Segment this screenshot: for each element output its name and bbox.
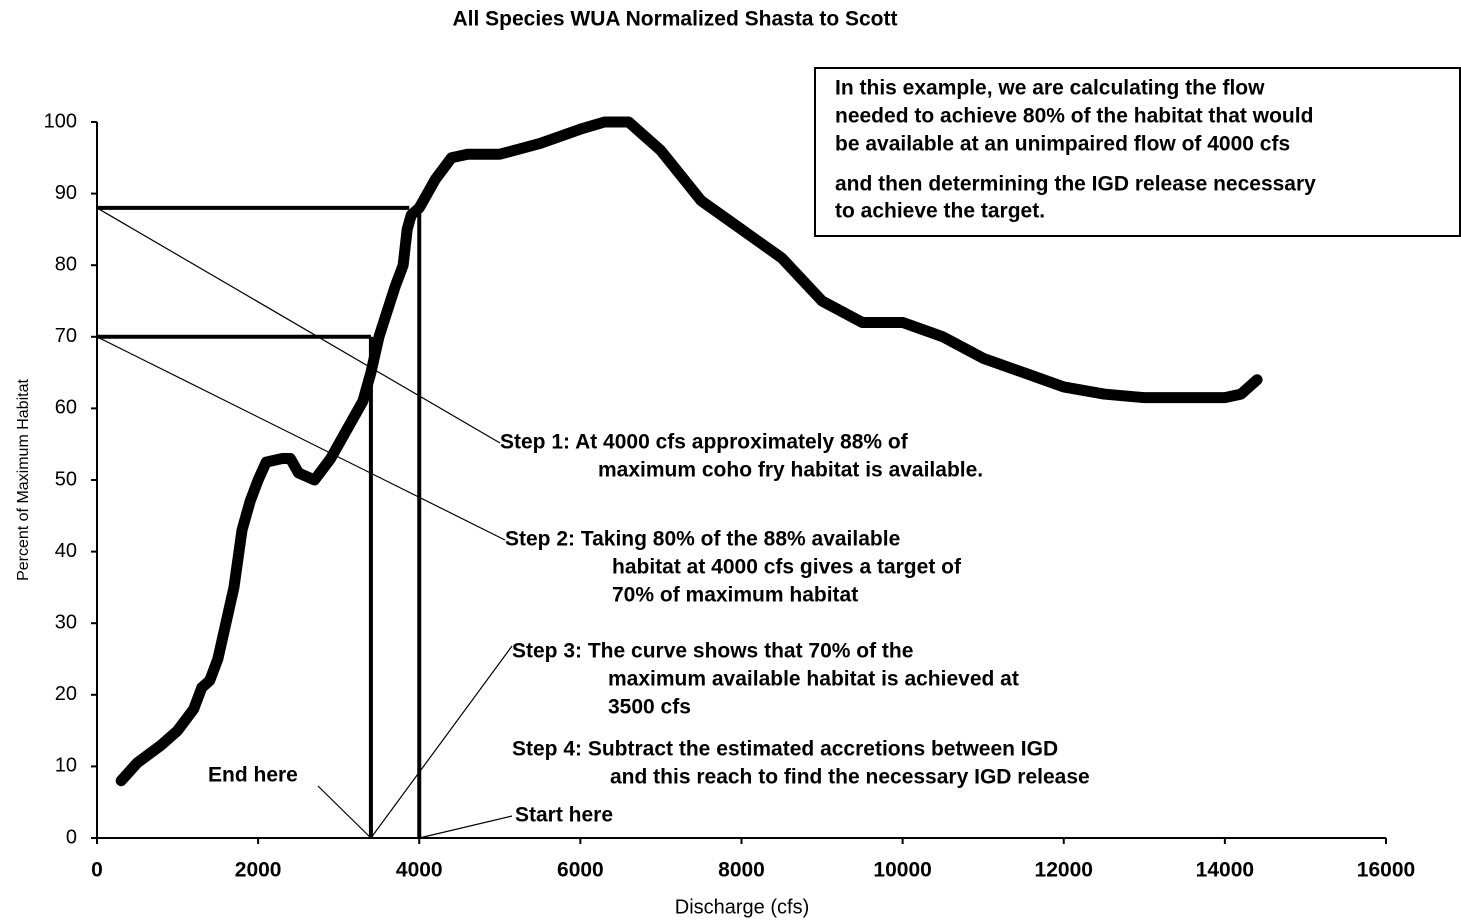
y-tick-label: 50 (55, 468, 77, 490)
y-tick-label: 40 (55, 540, 77, 562)
y-axis-label: Percent of Maximum Habitat (15, 379, 32, 581)
x-tick-label: 8000 (718, 859, 765, 882)
y-tick-label: 90 (55, 182, 77, 204)
note-text: In this example, we are calculating the … (835, 77, 1265, 100)
note-text: needed to achieve 80% of the habitat tha… (835, 105, 1313, 128)
y-tick-label: 20 (55, 683, 77, 705)
leader-line (317, 785, 372, 839)
x-tick-label: 4000 (396, 859, 443, 882)
x-tick-label: 16000 (1357, 859, 1415, 882)
annotation-text: Step 3: The curve shows that 70% of the (512, 640, 913, 663)
y-tick-label: 10 (55, 755, 77, 777)
annotation-text: Step 1: At 4000 cfs approximately 88% of (500, 431, 909, 454)
annotation-text: habitat at 4000 cfs gives a target of (612, 556, 962, 579)
chart-title: All Species WUA Normalized Shasta to Sco… (453, 8, 898, 31)
y-tick-label: 30 (55, 611, 77, 633)
y-tick-label: 100 (44, 110, 77, 132)
annotation-text: and this reach to find the necessary IGD… (610, 766, 1090, 789)
note-box (814, 67, 1461, 237)
y-tick-label: 0 (66, 826, 77, 848)
annotation-text: 70% of maximum habitat (612, 584, 858, 607)
x-tick-label: 6000 (557, 859, 604, 882)
y-tick-label: 80 (55, 253, 77, 275)
leader-line (96, 207, 501, 444)
annotation-text: Step 2: Taking 80% of the 88% available (505, 528, 900, 551)
annotation-text: Step 4: Subtract the estimated accretion… (512, 738, 1058, 761)
x-tick-label: 0 (91, 859, 103, 882)
note-text: to achieve the target. (835, 200, 1045, 223)
x-axis-label: Discharge (cfs) (675, 896, 809, 918)
x-tick-label: 14000 (1196, 859, 1254, 882)
annotation-text: maximum coho fry habitat is available. (598, 459, 983, 482)
leader-line (419, 815, 513, 839)
y-tick-label: 70 (55, 325, 77, 347)
y-tick-label: 60 (55, 397, 77, 419)
x-tick-label: 2000 (235, 859, 282, 882)
x-tick-label: 12000 (1035, 859, 1093, 882)
annotation-text: maximum available habitat is achieved at (608, 668, 1019, 691)
end-label: End here (208, 764, 298, 787)
data-line (115, 116, 1263, 787)
note-text: be available at an unimpaired flow of 40… (835, 133, 1290, 156)
annotation-text: 3500 cfs (608, 696, 691, 719)
leader-line (96, 336, 506, 541)
note-text: and then determining the IGD release nec… (835, 173, 1316, 196)
x-tick-label: 10000 (873, 859, 931, 882)
start-label: Start here (515, 804, 613, 827)
leader-line (370, 645, 513, 839)
